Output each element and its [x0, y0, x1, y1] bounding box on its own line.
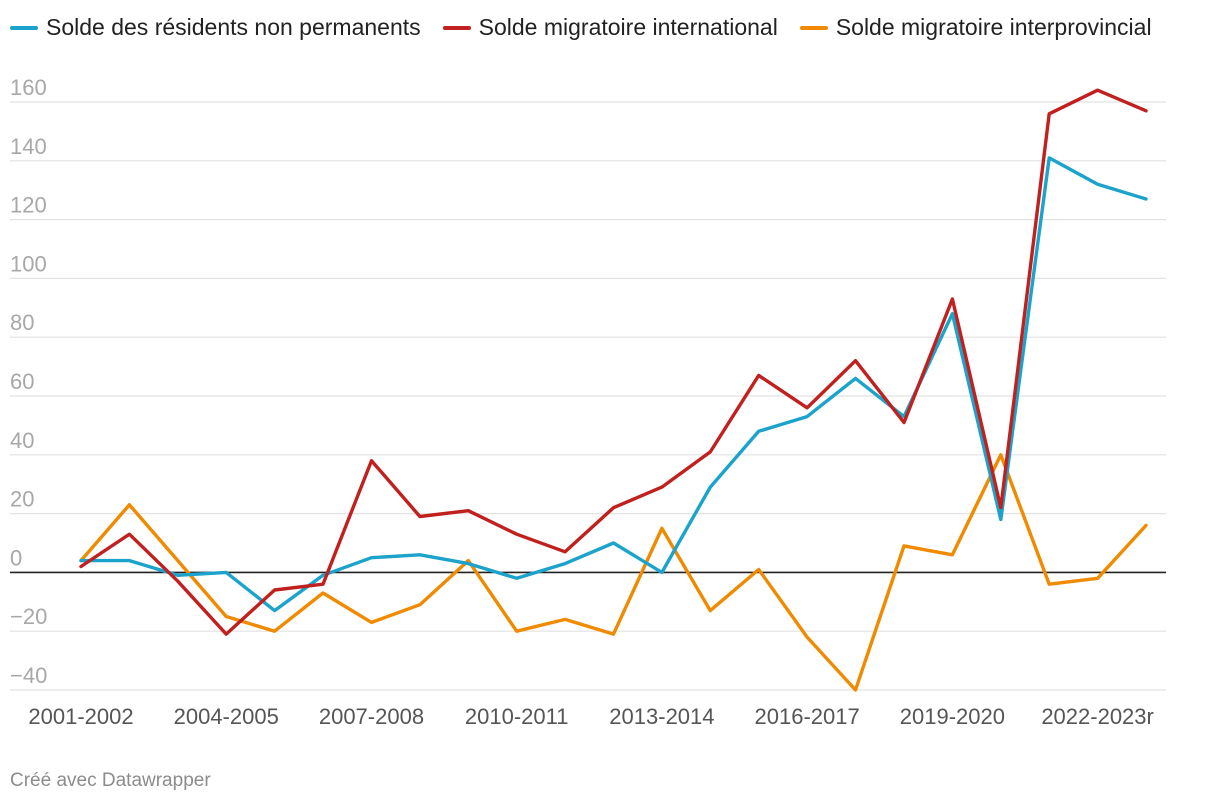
x-axis-ticks: 2001-2002 2004-2005 2007-2008 2010-2011 2013…: [28, 704, 1153, 729]
x-tick-label: 2013-2014: [609, 704, 714, 729]
legend-swatch-migratoire-interprovincial: [799, 25, 828, 30]
y-tick-label: 160: [10, 75, 47, 100]
legend-swatch-migratoire-international: [442, 25, 471, 30]
y-axis-ticks: 160 140 120 100 80 60 40 20 0 −20 −40: [10, 75, 47, 688]
y-tick-label: 80: [10, 310, 34, 335]
y-tick-label: −20: [10, 604, 47, 629]
series-lines: [79, 88, 1148, 692]
series-line-0[interactable]: [79, 156, 1148, 613]
x-tick-label: 2010-2011: [465, 704, 569, 729]
legend-swatch-residents-non-permanents: [10, 25, 38, 30]
y-tick-label: 120: [10, 193, 47, 218]
legend-label: Solde migratoire interprovincial: [835, 14, 1152, 40]
x-tick-label: 2001-2002: [28, 704, 133, 729]
y-tick-label: −40: [10, 663, 47, 688]
legend-label: Solde des résidents non permanents: [46, 14, 421, 40]
y-tick-label: 100: [10, 251, 47, 276]
x-tick-label: 2022-2023r: [1041, 704, 1154, 729]
credit-footer: Créé avec Datawrapper: [10, 770, 211, 791]
x-tick-label: 2016-2017: [755, 704, 860, 729]
legend-item-migratoire-interprovincial[interactable]: Solde migratoire interprovincial: [799, 14, 1152, 41]
gridlines: [10, 101, 1166, 691]
y-tick-label: 140: [10, 134, 47, 159]
legend-item-migratoire-international[interactable]: Solde migratoire international: [442, 14, 778, 41]
y-tick-label: 60: [10, 369, 34, 394]
legend: Solde des résidents non permanents Solde…: [10, 14, 1152, 41]
x-tick-label: 2004-2005: [174, 704, 279, 729]
legend-item-residents-non-permanents[interactable]: Solde des résidents non permanents: [10, 14, 421, 41]
series-line-1[interactable]: [79, 88, 1148, 636]
y-tick-label: 0: [10, 545, 22, 570]
y-tick-label: 20: [10, 487, 34, 512]
y-tick-label: 40: [10, 428, 34, 453]
x-tick-label: 2007-2008: [319, 704, 424, 729]
series-line-2[interactable]: [79, 453, 1148, 692]
legend-label: Solde migratoire international: [478, 14, 778, 40]
x-tick-label: 2019-2020: [900, 704, 1005, 729]
